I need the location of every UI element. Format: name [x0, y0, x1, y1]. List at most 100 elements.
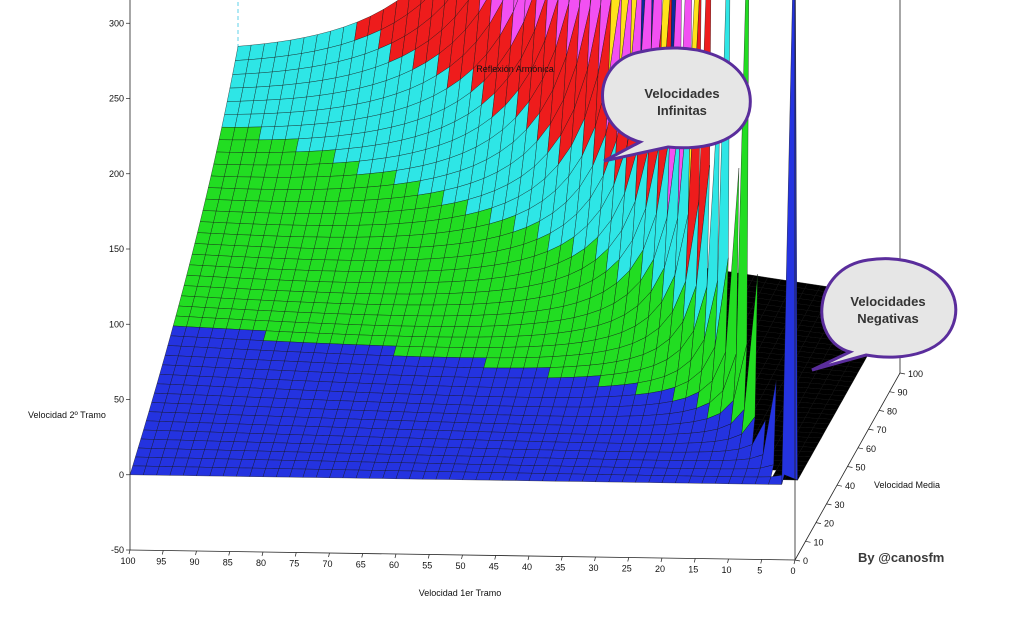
surface-cell	[810, 427, 827, 434]
surface-cell	[281, 451, 298, 461]
surface-cell	[371, 462, 389, 471]
surface-cell	[781, 0, 798, 485]
surface-cell	[496, 405, 514, 416]
y-tick-label: 30	[835, 500, 845, 510]
surface-cell	[356, 334, 373, 346]
surface-cell	[257, 442, 274, 452]
surface-cell	[209, 422, 227, 433]
surface-cell	[414, 412, 431, 422]
surface-cell	[478, 422, 495, 433]
surface-cell	[186, 316, 203, 328]
surface-cell	[358, 461, 375, 471]
surface-cell	[398, 325, 416, 337]
surface-cell	[600, 459, 617, 468]
y-tick-label: 0	[803, 556, 808, 566]
y-tick-mark	[878, 410, 885, 412]
x-tick-label: 60	[389, 560, 399, 570]
y-axis-label: Velocidad Media	[874, 480, 940, 490]
surface-cell	[433, 438, 450, 448]
x-tick-mark	[361, 553, 364, 558]
surface-cell	[411, 375, 429, 386]
x-tick-mark	[594, 556, 596, 562]
surface-cell	[635, 474, 652, 483]
surface-cell	[510, 449, 527, 458]
surface-cell	[640, 459, 657, 469]
x-tick-label: 70	[322, 559, 332, 569]
surface-cell	[491, 423, 508, 433]
surface-cell	[369, 428, 386, 438]
x-tick-mark	[328, 552, 330, 558]
surface-cell	[449, 386, 466, 396]
y-tick-label: 90	[898, 388, 908, 398]
surface-cell	[805, 437, 822, 443]
y-tick-mark	[847, 466, 853, 468]
surface-cell	[406, 437, 423, 447]
surface-cell	[332, 418, 349, 428]
x-tick-label: 90	[189, 557, 199, 567]
y-tick-mark	[805, 540, 811, 543]
axis-ticks: 100 95 90 85 80 75 70 65 60 55 50 45 40 35 30 25 20 15 10 5…	[109, 18, 923, 576]
surface-cell	[558, 465, 575, 475]
surface-cell	[236, 277, 254, 290]
surface-cell	[387, 365, 405, 376]
surface-cell	[401, 365, 418, 376]
x-tick-label: 100	[120, 556, 135, 566]
x-tick-mark	[527, 555, 530, 561]
x-tick-mark	[560, 556, 563, 561]
x-tick-mark	[727, 558, 729, 564]
surface-cell	[433, 346, 450, 358]
surface-cell	[294, 451, 312, 461]
surface-cell	[470, 447, 487, 457]
surface-cell	[441, 413, 458, 423]
surface-cell	[345, 324, 362, 336]
surface-cell	[327, 292, 344, 304]
surface-cell	[276, 379, 293, 390]
x-tick-mark	[693, 558, 696, 563]
surface-cell	[425, 463, 442, 472]
surface-cell	[411, 462, 429, 472]
surface-cell	[186, 365, 203, 377]
surface-cell	[534, 415, 551, 425]
surface-cell	[403, 402, 421, 413]
z-tick-label: 300	[109, 18, 124, 28]
surface-cell	[478, 377, 495, 388]
surface-cell	[276, 279, 294, 292]
surface-cell	[797, 427, 814, 433]
surface-cell	[483, 448, 500, 457]
callout-line-1: Velocidades	[850, 294, 925, 309]
surface-cell	[427, 412, 445, 423]
surface-cell	[667, 460, 684, 469]
surface-cell	[319, 270, 336, 283]
z-axis-label: Velocidad 2º Tramo	[28, 410, 106, 420]
x-tick-label: 85	[223, 558, 233, 568]
surface-cell	[398, 462, 415, 472]
surface-cell	[255, 359, 272, 370]
x-tick-mark	[461, 554, 463, 560]
surface-cell	[459, 395, 477, 406]
surface-cell	[409, 336, 426, 347]
surface-cell	[653, 460, 671, 469]
surface-cell	[382, 428, 399, 438]
x-tick-mark	[760, 559, 763, 564]
chart-title: Reflexión Armónica	[476, 64, 554, 74]
surface-cell	[271, 247, 288, 259]
x-tick-label: 40	[522, 562, 532, 572]
surface-cell	[355, 427, 373, 438]
surface-cell	[286, 389, 304, 400]
surface-cell	[536, 449, 554, 459]
surface-cell	[284, 301, 301, 313]
surface-cell	[515, 432, 532, 442]
surface-cell	[483, 405, 500, 415]
surface-cell	[425, 376, 442, 387]
surface-cell	[568, 473, 586, 482]
surface-cell	[419, 438, 437, 448]
y-tick-label: 10	[814, 537, 824, 547]
surface-cell	[605, 442, 623, 452]
surface-cell	[265, 369, 283, 380]
y-tick-label: 70	[877, 425, 887, 435]
x-tick-label: 15	[688, 565, 698, 575]
surface-cell	[478, 464, 495, 473]
surface-cell	[321, 362, 338, 373]
surface-cell	[544, 465, 562, 474]
surface-cell	[510, 406, 527, 416]
